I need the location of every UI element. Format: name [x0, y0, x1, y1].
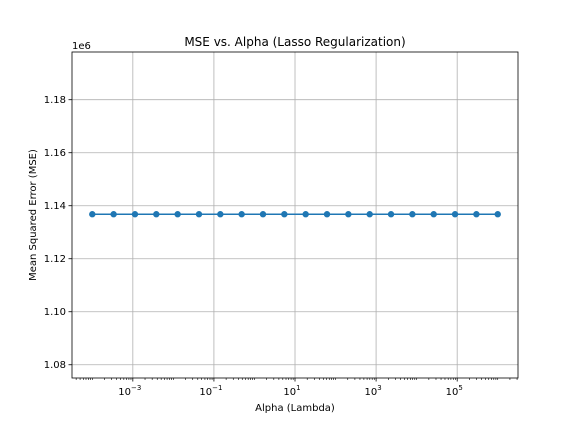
y-axis-label: Mean Squared Error (MSE): [28, 149, 39, 281]
data-point: [89, 211, 96, 218]
data-point: [281, 211, 288, 218]
data-point: [174, 211, 181, 218]
y-tick-label: 1.10: [44, 307, 66, 318]
data-point: [259, 211, 267, 218]
data-point: [366, 211, 373, 218]
x-axis-label: Alpha (Lambda): [255, 403, 335, 414]
data-point: [430, 211, 437, 218]
y-tick-label: 1.12: [44, 254, 66, 265]
data-point: [323, 211, 331, 218]
data-point: [217, 211, 224, 218]
data-point: [473, 211, 480, 218]
y-tick-label: 1.14: [44, 201, 66, 212]
y-axis-offset-label: 1e6: [72, 41, 91, 52]
data-point: [131, 211, 139, 218]
data-point: [409, 211, 416, 218]
y-tick-label: 1.16: [44, 148, 66, 159]
data-point: [110, 211, 117, 218]
x-axis-ticks: 10−3 10−1 101 103 105: [75, 378, 518, 398]
data-point: [494, 211, 501, 218]
chart-title: MSE vs. Alpha (Lasso Regularization): [184, 35, 405, 49]
data-point: [302, 211, 309, 218]
y-axis-ticks: 1.08 1.10 1.12 1.14 1.16 1.18: [44, 95, 72, 371]
data-point: [387, 211, 395, 218]
data-point: [451, 211, 459, 218]
data-point: [153, 211, 160, 218]
data-point: [238, 211, 245, 218]
data-point: [195, 211, 203, 218]
y-tick-label: 1.18: [44, 95, 66, 106]
data-point: [345, 211, 352, 218]
data-series: [89, 211, 501, 218]
y-tick-label: 1.08: [44, 360, 66, 371]
